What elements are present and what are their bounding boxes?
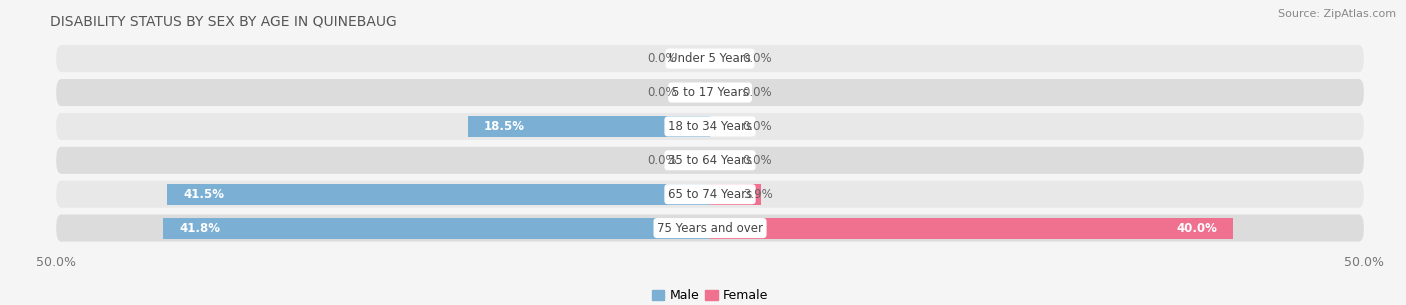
Text: Under 5 Years: Under 5 Years [669,52,751,65]
Text: 0.0%: 0.0% [648,86,678,99]
Bar [167,184,710,205]
Text: 0.0%: 0.0% [648,154,678,167]
FancyBboxPatch shape [56,147,1364,174]
Bar [710,184,761,205]
FancyBboxPatch shape [56,113,1364,140]
Text: 0.0%: 0.0% [742,86,772,99]
Text: 0.0%: 0.0% [648,52,678,65]
Text: 75 Years and over: 75 Years and over [657,221,763,235]
Text: 41.8%: 41.8% [179,221,221,235]
Bar [710,217,1233,239]
Legend: Male, Female: Male, Female [647,284,773,305]
Text: 41.5%: 41.5% [183,188,224,201]
FancyBboxPatch shape [56,45,1364,72]
Text: 0.0%: 0.0% [742,120,772,133]
Text: Source: ZipAtlas.com: Source: ZipAtlas.com [1278,9,1396,19]
Text: 18 to 34 Years: 18 to 34 Years [668,120,752,133]
Bar [163,217,710,239]
Text: 0.0%: 0.0% [742,52,772,65]
FancyBboxPatch shape [56,79,1364,106]
Text: 65 to 74 Years: 65 to 74 Years [668,188,752,201]
FancyBboxPatch shape [56,181,1364,208]
Text: 40.0%: 40.0% [1177,221,1218,235]
Bar [468,116,710,137]
Text: 35 to 64 Years: 35 to 64 Years [668,154,752,167]
Text: 5 to 17 Years: 5 to 17 Years [672,86,748,99]
Text: 3.9%: 3.9% [742,188,772,201]
Text: DISABILITY STATUS BY SEX BY AGE IN QUINEBAUG: DISABILITY STATUS BY SEX BY AGE IN QUINE… [49,15,396,28]
Text: 0.0%: 0.0% [742,154,772,167]
Text: 18.5%: 18.5% [484,120,524,133]
FancyBboxPatch shape [56,214,1364,242]
